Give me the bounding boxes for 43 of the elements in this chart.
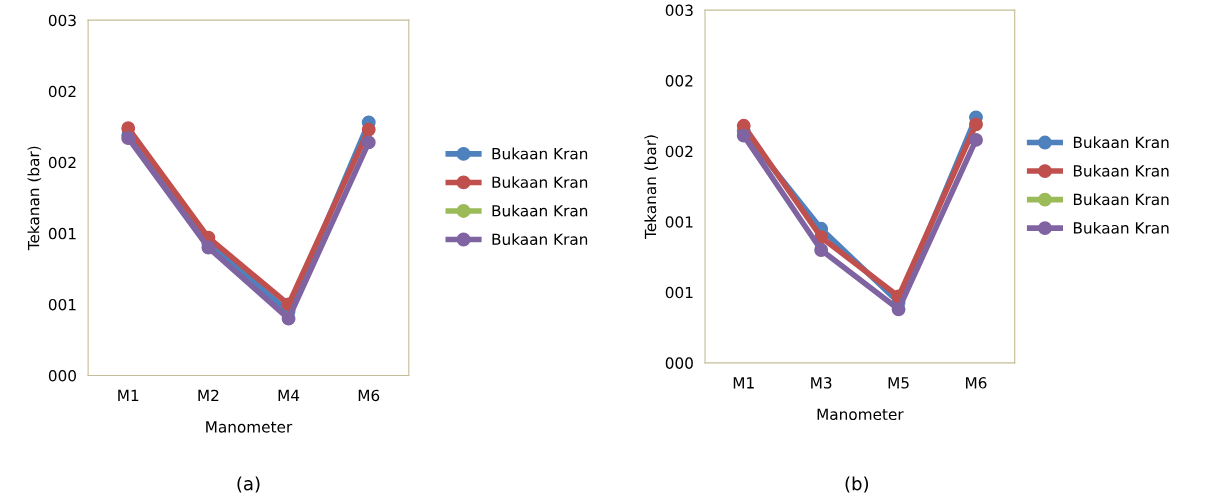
y-axis-title: Tekanan (bar) bbox=[644, 135, 659, 239]
x-tick-label: M5 bbox=[888, 377, 909, 389]
y-tick-label: 001 bbox=[665, 286, 693, 299]
x-tick-label: M6 bbox=[358, 389, 380, 402]
y-tick-label: 000 bbox=[48, 369, 76, 382]
legend-label: Bukaan Kran bbox=[492, 176, 588, 188]
x-axis-title: Manometer bbox=[817, 408, 904, 421]
point bbox=[814, 243, 829, 257]
y-tick-label: 000 bbox=[665, 357, 693, 369]
y-tick-label: 001 bbox=[665, 216, 693, 228]
y-tick-label: 001 bbox=[48, 298, 76, 311]
point bbox=[281, 311, 296, 326]
x-tick-label: M3 bbox=[811, 377, 832, 389]
point bbox=[201, 240, 216, 255]
point bbox=[361, 122, 376, 137]
y-tick-label: 002 bbox=[48, 85, 76, 98]
x-tick-label: M6 bbox=[966, 377, 987, 389]
point bbox=[736, 128, 751, 143]
x-tick-label: M1 bbox=[118, 389, 139, 401]
legend-label: Bukaan Kran bbox=[492, 204, 588, 217]
text: (a) bbox=[237, 476, 260, 493]
point bbox=[969, 117, 983, 132]
legend-label: Bukaan Kran bbox=[492, 147, 588, 160]
x-axis-title: Manometer bbox=[206, 421, 293, 433]
x-tick-label: M1 bbox=[733, 377, 754, 389]
y-tick-label: 002 bbox=[665, 145, 693, 158]
legend-label: Bukaan Kran bbox=[1073, 136, 1169, 149]
x-tick-label: M2 bbox=[198, 389, 219, 401]
x-tick-label: M4 bbox=[278, 389, 300, 401]
y-tick-label: 002 bbox=[665, 75, 693, 87]
point bbox=[969, 132, 983, 147]
y-tick-label: 003 bbox=[665, 4, 693, 17]
point bbox=[361, 135, 376, 150]
legend-label: Bukaan Kran bbox=[1073, 193, 1169, 206]
legend-label: Bukaan Kran bbox=[1073, 221, 1169, 234]
point bbox=[891, 302, 906, 317]
y-axis-title: Tekanan (bar) bbox=[27, 146, 42, 251]
y-tick-label: 001 bbox=[48, 227, 76, 240]
y-tick-label: 003 bbox=[48, 14, 76, 27]
legend-label: Bukaan Kran bbox=[1073, 164, 1169, 177]
legend-label: Bukaan Kran bbox=[492, 233, 588, 246]
text: (b) bbox=[845, 476, 869, 493]
y-tick-label: 002 bbox=[48, 156, 76, 169]
